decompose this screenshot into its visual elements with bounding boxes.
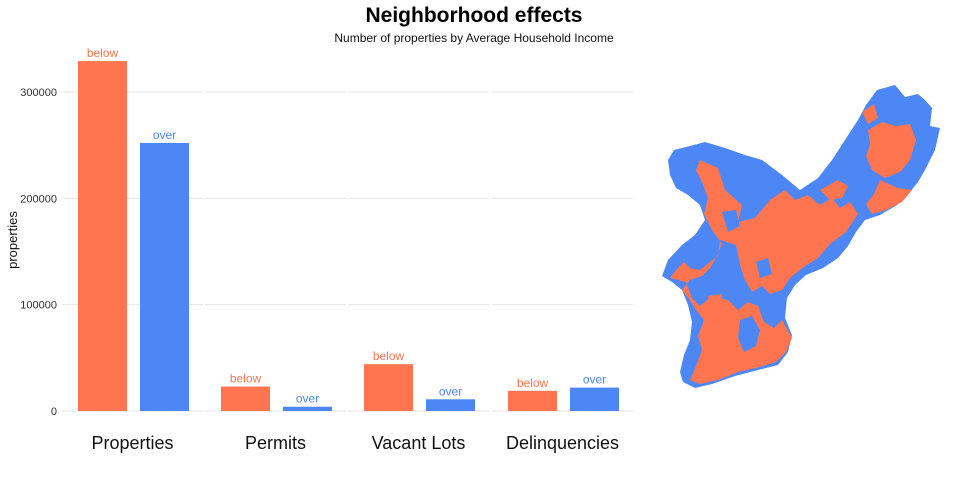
bar-label: over <box>296 392 319 406</box>
facet-label: Permits <box>245 433 306 453</box>
bar-over <box>570 387 619 411</box>
bar-layer <box>78 61 619 412</box>
map-region-over-income <box>756 258 772 278</box>
map-region-below-income <box>866 122 916 178</box>
y-tick-label: 0 <box>51 406 57 418</box>
map-region-over-income <box>684 358 694 376</box>
bar-label: below <box>517 376 549 390</box>
chart-title: Neighborhood effects <box>365 4 583 27</box>
bar-over <box>140 142 189 412</box>
bar-below <box>78 61 127 412</box>
map-region-below-income <box>866 180 912 214</box>
bar-label: below <box>87 46 119 60</box>
bar-below <box>221 386 270 411</box>
bar-label: below <box>230 372 262 386</box>
bar-chart: below below below below over over over over 0 10… <box>5 46 633 453</box>
bar-over <box>283 406 332 411</box>
y-axis-ticks: 0 100000 200000 300000 <box>20 87 57 418</box>
y-tick-label: 100000 <box>20 300 57 312</box>
y-tick-label: 200000 <box>20 193 57 205</box>
facet-label: Properties <box>91 433 173 453</box>
label-layer: below below below below over over over over <box>87 46 606 406</box>
facet-label: Vacant Lots <box>372 433 466 453</box>
y-tick-label: 300000 <box>20 87 57 99</box>
bar-label: over <box>153 128 176 142</box>
bar-below <box>508 390 557 411</box>
map-region-over-income <box>738 316 760 352</box>
bar-label: over <box>583 373 606 387</box>
facet-label: Delinquencies <box>506 433 619 453</box>
bar-label: below <box>373 349 405 363</box>
map-region-below-income <box>708 294 722 306</box>
map-region-below-income <box>820 180 848 200</box>
map-region-over-income <box>722 210 740 232</box>
bar-over <box>426 399 475 411</box>
chart-subtitle: Number of properties by Average Househol… <box>334 31 614 45</box>
facet-labels: Properties Permits Vacant Lots Delinquencie… <box>91 433 619 453</box>
y-axis-label: properties <box>5 211 20 269</box>
map-region-below-income <box>862 104 878 124</box>
bar-label: over <box>439 384 462 398</box>
bar-below <box>364 364 413 411</box>
